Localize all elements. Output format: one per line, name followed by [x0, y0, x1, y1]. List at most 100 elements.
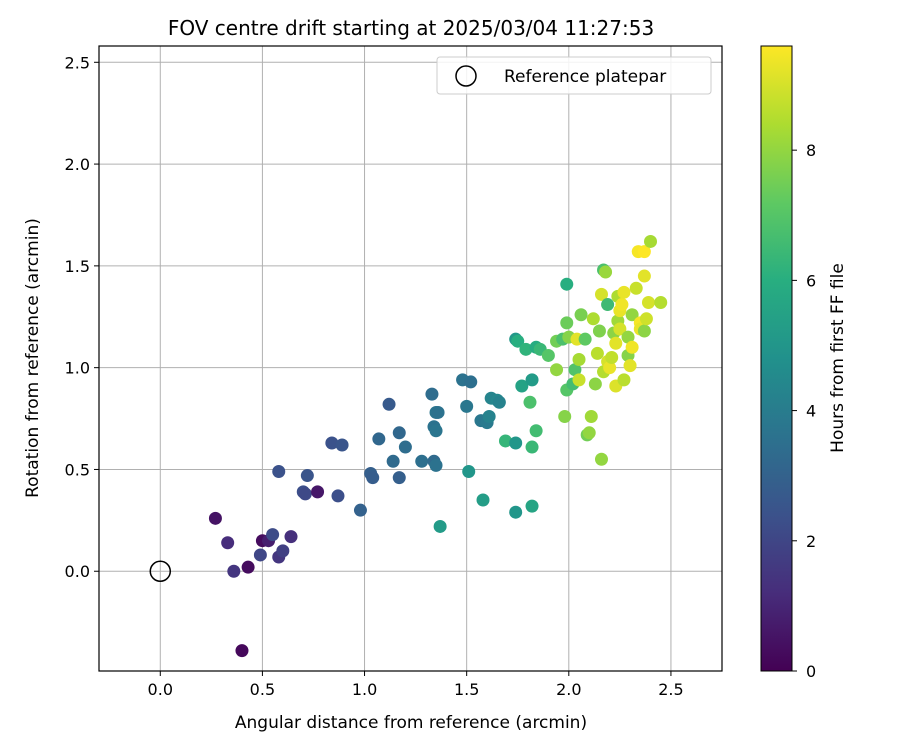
data-point: [654, 296, 668, 310]
data-point: [617, 285, 631, 299]
data-point: [615, 298, 629, 312]
data-point: [592, 324, 606, 338]
data-point: [509, 436, 523, 450]
data-point: [460, 399, 474, 413]
data-point: [509, 505, 523, 519]
data-point: [644, 234, 658, 248]
data-point: [433, 519, 447, 533]
data-point: [605, 350, 619, 364]
data-point: [590, 346, 604, 360]
data-point: [335, 438, 349, 452]
data-point: [637, 324, 651, 338]
data-point: [266, 528, 280, 542]
data-point: [623, 359, 637, 373]
legend-box: [436, 56, 712, 95]
data-point: [372, 432, 386, 446]
data-point: [208, 511, 222, 525]
colorbar: 0 2 4 6 8 Hours from first FF file: [760, 45, 848, 681]
data-point: [429, 424, 443, 438]
data-point: [511, 334, 525, 348]
data-point: [641, 296, 655, 310]
colorbar-tick-label: 2: [806, 532, 816, 551]
data-point: [386, 454, 400, 468]
data-point: [498, 434, 512, 448]
data-point: [572, 373, 586, 387]
data-point: [353, 503, 367, 517]
data-point: [253, 548, 267, 562]
data-points: [208, 234, 668, 658]
data-point: [541, 348, 555, 362]
data-point: [525, 499, 539, 513]
data-point: [392, 471, 406, 485]
data-point: [300, 469, 314, 483]
data-point: [560, 277, 574, 291]
data-point: [429, 458, 443, 472]
y-tick-label: 0.0: [65, 562, 90, 581]
data-point: [366, 471, 380, 485]
data-point: [431, 405, 445, 419]
data-point: [221, 536, 235, 550]
data-point: [276, 544, 290, 558]
y-tick-label: 0.5: [65, 460, 90, 479]
data-point: [415, 454, 429, 468]
y-axis-label: Rotation from reference (arcmin): [23, 218, 43, 498]
data-point: [284, 530, 298, 544]
x-tick-label: 0.5: [250, 680, 275, 699]
data-point: [639, 312, 653, 326]
data-point: [523, 395, 537, 409]
colorbar-tick-label: 6: [806, 271, 816, 290]
data-point: [311, 485, 325, 499]
plot-area: [99, 46, 722, 671]
colorbar-tick-label: 0: [806, 662, 816, 681]
data-point: [298, 487, 312, 501]
x-tick-label: 2.5: [658, 680, 683, 699]
data-point: [609, 336, 623, 350]
data-point: [392, 426, 406, 440]
data-point: [574, 308, 588, 322]
data-point: [617, 373, 631, 387]
data-point: [462, 464, 476, 478]
data-point: [492, 395, 506, 409]
grid-lines: [99, 46, 722, 671]
data-point: [578, 332, 592, 346]
data-point: [637, 245, 651, 259]
x-tick-label: 1.0: [352, 680, 377, 699]
data-point: [515, 379, 529, 393]
data-point: [227, 564, 241, 578]
legend-label: Reference platepar: [504, 67, 666, 87]
reference-marker-group: [149, 560, 172, 582]
data-point: [625, 308, 639, 322]
colorbar-tick-label: 8: [806, 141, 816, 160]
data-point: [558, 410, 572, 424]
data-point: [519, 342, 533, 356]
data-point: [425, 387, 439, 401]
y-tick-label: 1.5: [65, 257, 90, 276]
x-tick-label: 2.0: [556, 680, 581, 699]
data-point: [594, 287, 608, 301]
data-point: [625, 340, 639, 354]
data-point: [476, 493, 490, 507]
x-axis-label: Angular distance from reference (arcmin): [235, 713, 587, 733]
legend: Reference platepar: [436, 56, 712, 95]
data-point: [621, 330, 635, 344]
colorbar-gradient: [760, 45, 793, 672]
x-tick-label: 0.0: [148, 680, 173, 699]
reference-marker: [149, 560, 172, 582]
data-point: [582, 426, 596, 440]
y-axis-ticks: 0.0 0.5 1.0 1.5 2.0 2.5: [65, 53, 99, 581]
data-point: [325, 436, 339, 450]
data-point: [594, 452, 608, 466]
data-point: [588, 377, 602, 391]
data-point: [331, 489, 345, 503]
data-point: [241, 560, 255, 574]
data-point: [629, 281, 643, 295]
data-point: [601, 298, 615, 312]
colorbar-ticks: 0 2 4 6 8: [792, 141, 816, 681]
data-point: [560, 316, 574, 330]
y-tick-label: 1.0: [65, 359, 90, 378]
data-point: [613, 322, 627, 336]
y-tick-label: 2.0: [65, 155, 90, 174]
data-point: [568, 363, 582, 377]
data-point: [272, 464, 286, 478]
data-point: [572, 353, 586, 367]
